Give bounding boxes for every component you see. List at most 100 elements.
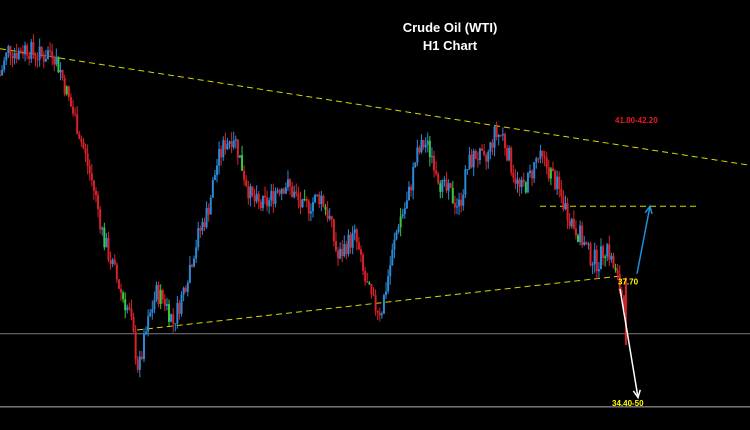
candle-body [585,242,588,245]
price-annotation-0: 41.80-42.20 [615,116,658,125]
candle-body [493,126,496,148]
candle-body [574,228,577,236]
candle-body [190,264,193,267]
candle-body [443,179,446,181]
candle-body [157,284,160,305]
candle-body [3,60,6,70]
candle-body [589,243,592,266]
candles-group [0,34,627,378]
candle-body [165,304,168,306]
candle-body [286,179,289,188]
candle-body [195,247,198,259]
candle-body [44,58,47,62]
candle-body [86,153,89,166]
candle-body [289,179,292,187]
candle-body [337,250,340,259]
candle-body [147,316,150,332]
candle-body [422,140,425,148]
candle-body [343,244,346,257]
candle-body [330,216,333,220]
candle-body [318,194,321,205]
candle-body [293,191,296,197]
candle-body [322,195,325,207]
candle-body [17,50,20,60]
candle-body [232,140,235,148]
candle-body [430,156,433,158]
candle-body [612,255,615,268]
candle-body [403,208,406,215]
candle-body [245,179,248,187]
candle-body [224,140,227,150]
upper-trendline [0,48,750,166]
candle-body [284,187,287,194]
candle-body [268,200,271,207]
candle-body [7,46,10,53]
candle-body [549,168,552,179]
candle-body [316,194,319,196]
candle-body [514,177,517,184]
candle-body [526,173,529,193]
candle-body [113,259,116,265]
candle-body [21,53,24,55]
candle-body [370,284,373,295]
candle-body [529,170,532,174]
candle-body [38,46,41,60]
candle-body [387,276,390,292]
candle-body [138,356,141,370]
candle-body [101,227,104,230]
candle-body [345,244,348,254]
candle-body [468,154,471,170]
candle-body [543,156,546,158]
candle-body [435,170,438,174]
candle-body [193,258,196,267]
candle-body [382,294,385,314]
candle-body [439,183,442,192]
candle-body [510,147,513,173]
candle-body [94,190,97,196]
candle-body [353,229,356,233]
candle-body [270,191,273,201]
candle-body [216,165,219,176]
candle-body [547,167,550,179]
candle-body [583,242,586,245]
candle-body [76,114,79,134]
candle-body [462,194,465,206]
candle-body [243,170,246,180]
candle-body [618,274,621,291]
candle-body [226,143,229,150]
candle-body [556,176,559,190]
candle-body [145,331,148,335]
candle-body [401,214,404,217]
candle-body [142,334,145,360]
candle-body [483,150,486,156]
candle-body [97,195,100,210]
candle-body [69,97,72,107]
candle-body [84,148,87,154]
candle-body [63,78,66,95]
candle-body [259,201,262,209]
candle-body [124,299,127,311]
candle-body [24,45,27,55]
candle-body [105,237,108,248]
candle-body [495,126,498,137]
candle-body [535,158,538,163]
candle-body [554,171,557,190]
candle-body [524,182,527,193]
candle-body [424,144,427,148]
candle-body [61,70,64,79]
candle-body [437,173,440,184]
candle-body [264,195,267,198]
candle-body [182,287,185,295]
candle-body [593,249,596,265]
candle-body [478,148,481,161]
candle-body [65,86,68,95]
candle-body [205,207,208,228]
candle-body [558,176,561,189]
candle-body [566,203,569,221]
candle-body [581,225,584,245]
candle-body [172,314,175,324]
candle-body [339,248,342,259]
candle-body [186,282,189,292]
candle-body [90,173,93,181]
